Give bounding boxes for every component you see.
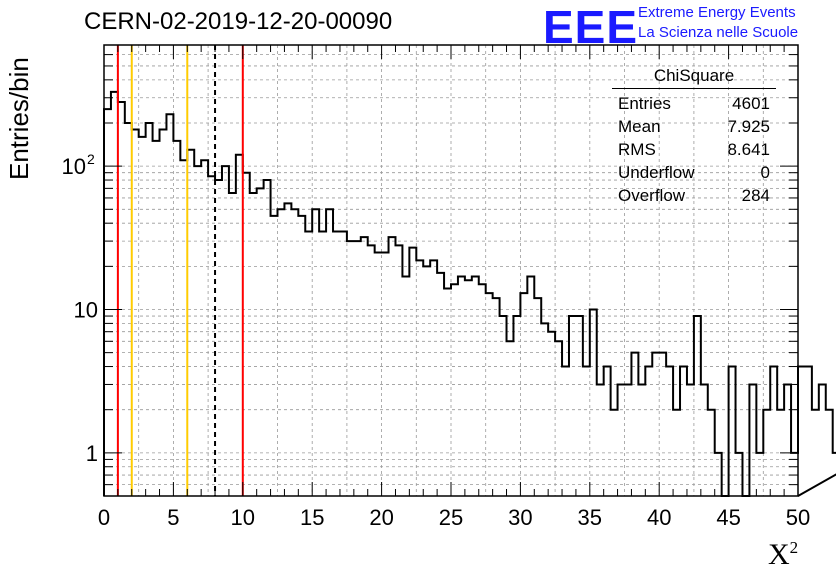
y-tick-label-exponent: 2 xyxy=(87,151,95,167)
stats-label: Underflow xyxy=(618,163,695,182)
grid-lines xyxy=(103,44,799,497)
y-axis-label: Entries/bin xyxy=(4,57,34,180)
logo-subtitle-2: La Scienza nelle Scuole xyxy=(638,24,799,41)
x-tick-label: 25 xyxy=(439,505,463,530)
logo-subtitle-1: Extreme Energy Events xyxy=(638,4,796,21)
y-tick-label: 10 xyxy=(62,154,86,179)
stats-row-overflow: Overflow 284 xyxy=(612,184,776,207)
stats-value: 284 xyxy=(741,186,770,205)
stats-value: 4601 xyxy=(732,94,770,113)
x-axis-label: X2 xyxy=(768,538,798,572)
x-tick-label: 10 xyxy=(231,505,255,530)
x-tick-label: 15 xyxy=(300,505,324,530)
x-tick-labels: 0 5 10 15 20 25 30 35 40 45 50 xyxy=(98,505,810,530)
stats-row-rms: RMS 8.641 xyxy=(612,138,776,161)
y-tick-label: 1 xyxy=(86,441,98,466)
x-tick-label: 35 xyxy=(578,505,602,530)
y-tick-label: 10 xyxy=(74,297,98,322)
x-axis-label-sup: 2 xyxy=(789,538,799,557)
chart-title: CERN-02-2019-12-20-00090 xyxy=(84,8,393,35)
stats-row-mean: Mean 7.925 xyxy=(612,115,776,138)
stats-label: RMS xyxy=(618,140,656,159)
stats-label: Entries xyxy=(618,94,671,113)
vertical-markers xyxy=(116,45,244,496)
x-tick-label: 45 xyxy=(716,505,740,530)
stats-row-underflow: Underflow 0 xyxy=(612,161,776,184)
stats-value: 7.925 xyxy=(727,117,770,136)
stats-title: ChiSquare xyxy=(612,66,776,89)
stats-row-entries: Entries 4601 xyxy=(612,92,776,115)
x-tick-label: 50 xyxy=(786,505,810,530)
x-tick-label: 0 xyxy=(98,505,110,530)
histogram-step-line xyxy=(103,90,836,497)
x-tick-label: 20 xyxy=(369,505,393,530)
stats-label: Overflow xyxy=(618,186,686,205)
stats-box: ChiSquare Entries 4601 Mean 7.925 RMS 8.641… xyxy=(612,66,776,207)
axis-ticks xyxy=(103,44,799,497)
stats-label: Mean xyxy=(618,117,661,136)
stats-value: 0 xyxy=(760,163,770,182)
x-tick-label: 40 xyxy=(647,505,671,530)
stats-value: 8.641 xyxy=(727,140,770,159)
x-tick-label: 5 xyxy=(167,505,179,530)
x-tick-label: 30 xyxy=(508,505,532,530)
eee-logo: EEE xyxy=(543,1,639,53)
histogram xyxy=(103,90,836,497)
x-axis-label-base: X xyxy=(768,538,790,571)
